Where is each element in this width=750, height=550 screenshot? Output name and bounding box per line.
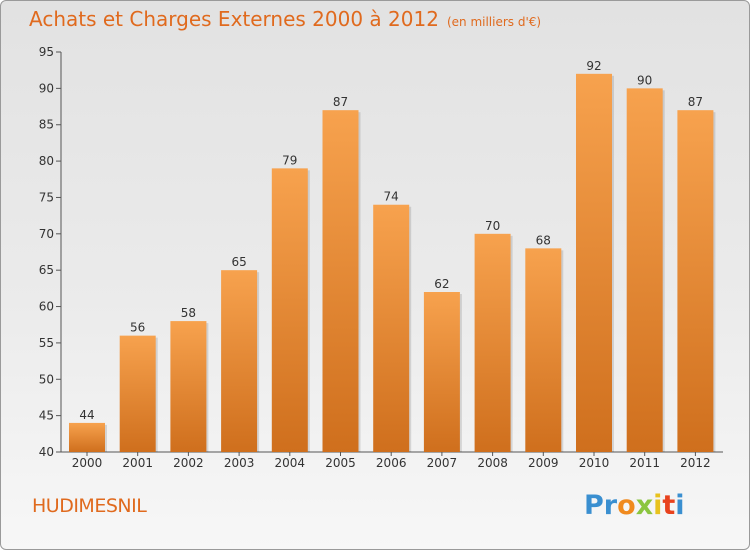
data-label-2004: 79 (282, 153, 297, 167)
x-tick-label: 2009 (528, 456, 559, 470)
data-label-2009: 68 (536, 233, 551, 247)
bar-2008 (474, 233, 511, 452)
data-labels: 44 56 58 65 79 87 74 62 70 68 92 90 87 (79, 59, 703, 422)
data-label-2011: 90 (637, 73, 652, 87)
y-tick-label: 70 (39, 227, 54, 241)
x-tick-label: 2001 (122, 456, 153, 470)
bar-2010 (576, 73, 612, 453)
bar-2011 (626, 88, 663, 452)
location-name: HUDIMESNIL (32, 495, 147, 517)
chart-subtitle: (en milliers d'€) (446, 15, 542, 29)
data-label-2005: 87 (333, 95, 348, 109)
bar-2007 (423, 292, 460, 452)
data-label-2010: 92 (586, 59, 601, 73)
data-label-2001: 56 (130, 321, 145, 335)
chart-title-text: Achats et Charges Externes 2000 à 2012 (29, 7, 439, 31)
logo-letter: r (603, 490, 618, 521)
x-tick-label: 2000 (72, 456, 103, 470)
data-label-2012: 87 (688, 95, 703, 109)
bar-2009 (525, 248, 562, 452)
bar-2004 (271, 168, 308, 452)
y-tick-label: 45 (39, 409, 54, 423)
x-tick-label: 2008 (477, 456, 508, 470)
y-tick-label: 50 (39, 372, 54, 386)
proxiti-logo: Proxiti (584, 490, 685, 521)
data-label-2003: 65 (231, 255, 246, 269)
bar-2006 (373, 204, 410, 452)
data-label-2007: 62 (434, 277, 449, 291)
bar-2005 (322, 110, 359, 452)
data-label-2008: 70 (485, 219, 500, 233)
x-tick-label: 2004 (275, 456, 306, 470)
y-tick-label: 55 (39, 336, 54, 350)
bar-2003 (221, 270, 258, 452)
x-tick-label: 2005 (325, 456, 356, 470)
bar-2012 (677, 110, 714, 452)
y-tick-label: 75 (39, 190, 54, 204)
y-tick-label: 65 (39, 263, 54, 277)
x-tick-label: 2006 (376, 456, 407, 470)
bar-2000 (69, 422, 105, 452)
logo-letter: t (662, 490, 676, 521)
x-tick-label: 2011 (629, 456, 660, 470)
logo-letter: o (617, 490, 636, 521)
x-tick-label: 2012 (680, 456, 711, 470)
x-tick-label: 2007 (427, 456, 458, 470)
y-tick-label: 60 (39, 300, 54, 314)
data-label-2002: 58 (181, 306, 196, 320)
y-tick-label: 40 (39, 445, 54, 459)
chart-title: Achats et Charges Externes 2000 à 2012 (e… (29, 7, 541, 31)
y-tick-label: 80 (39, 154, 54, 168)
bar-2001 (119, 335, 156, 452)
bars (69, 73, 716, 453)
data-label-2000: 44 (79, 408, 94, 422)
bar-2002 (170, 321, 207, 452)
x-tick-label: 2010 (579, 456, 610, 470)
x-tick-label: 2003 (224, 456, 255, 470)
y-tick-label: 85 (39, 118, 54, 132)
x-tick-label: 2002 (173, 456, 204, 470)
y-tick-label: 95 (39, 45, 54, 59)
logo-letter: x (635, 490, 654, 521)
y-tick-label: 90 (39, 81, 54, 95)
logo-letter: i (653, 490, 663, 521)
logo-letter: P (584, 490, 604, 521)
data-label-2006: 74 (384, 190, 399, 204)
axes: 40 45 50 55 60 65 70 75 80 85 90 95 2000 2001 2002 2003… (39, 45, 723, 470)
logo-letter: i (675, 490, 685, 521)
